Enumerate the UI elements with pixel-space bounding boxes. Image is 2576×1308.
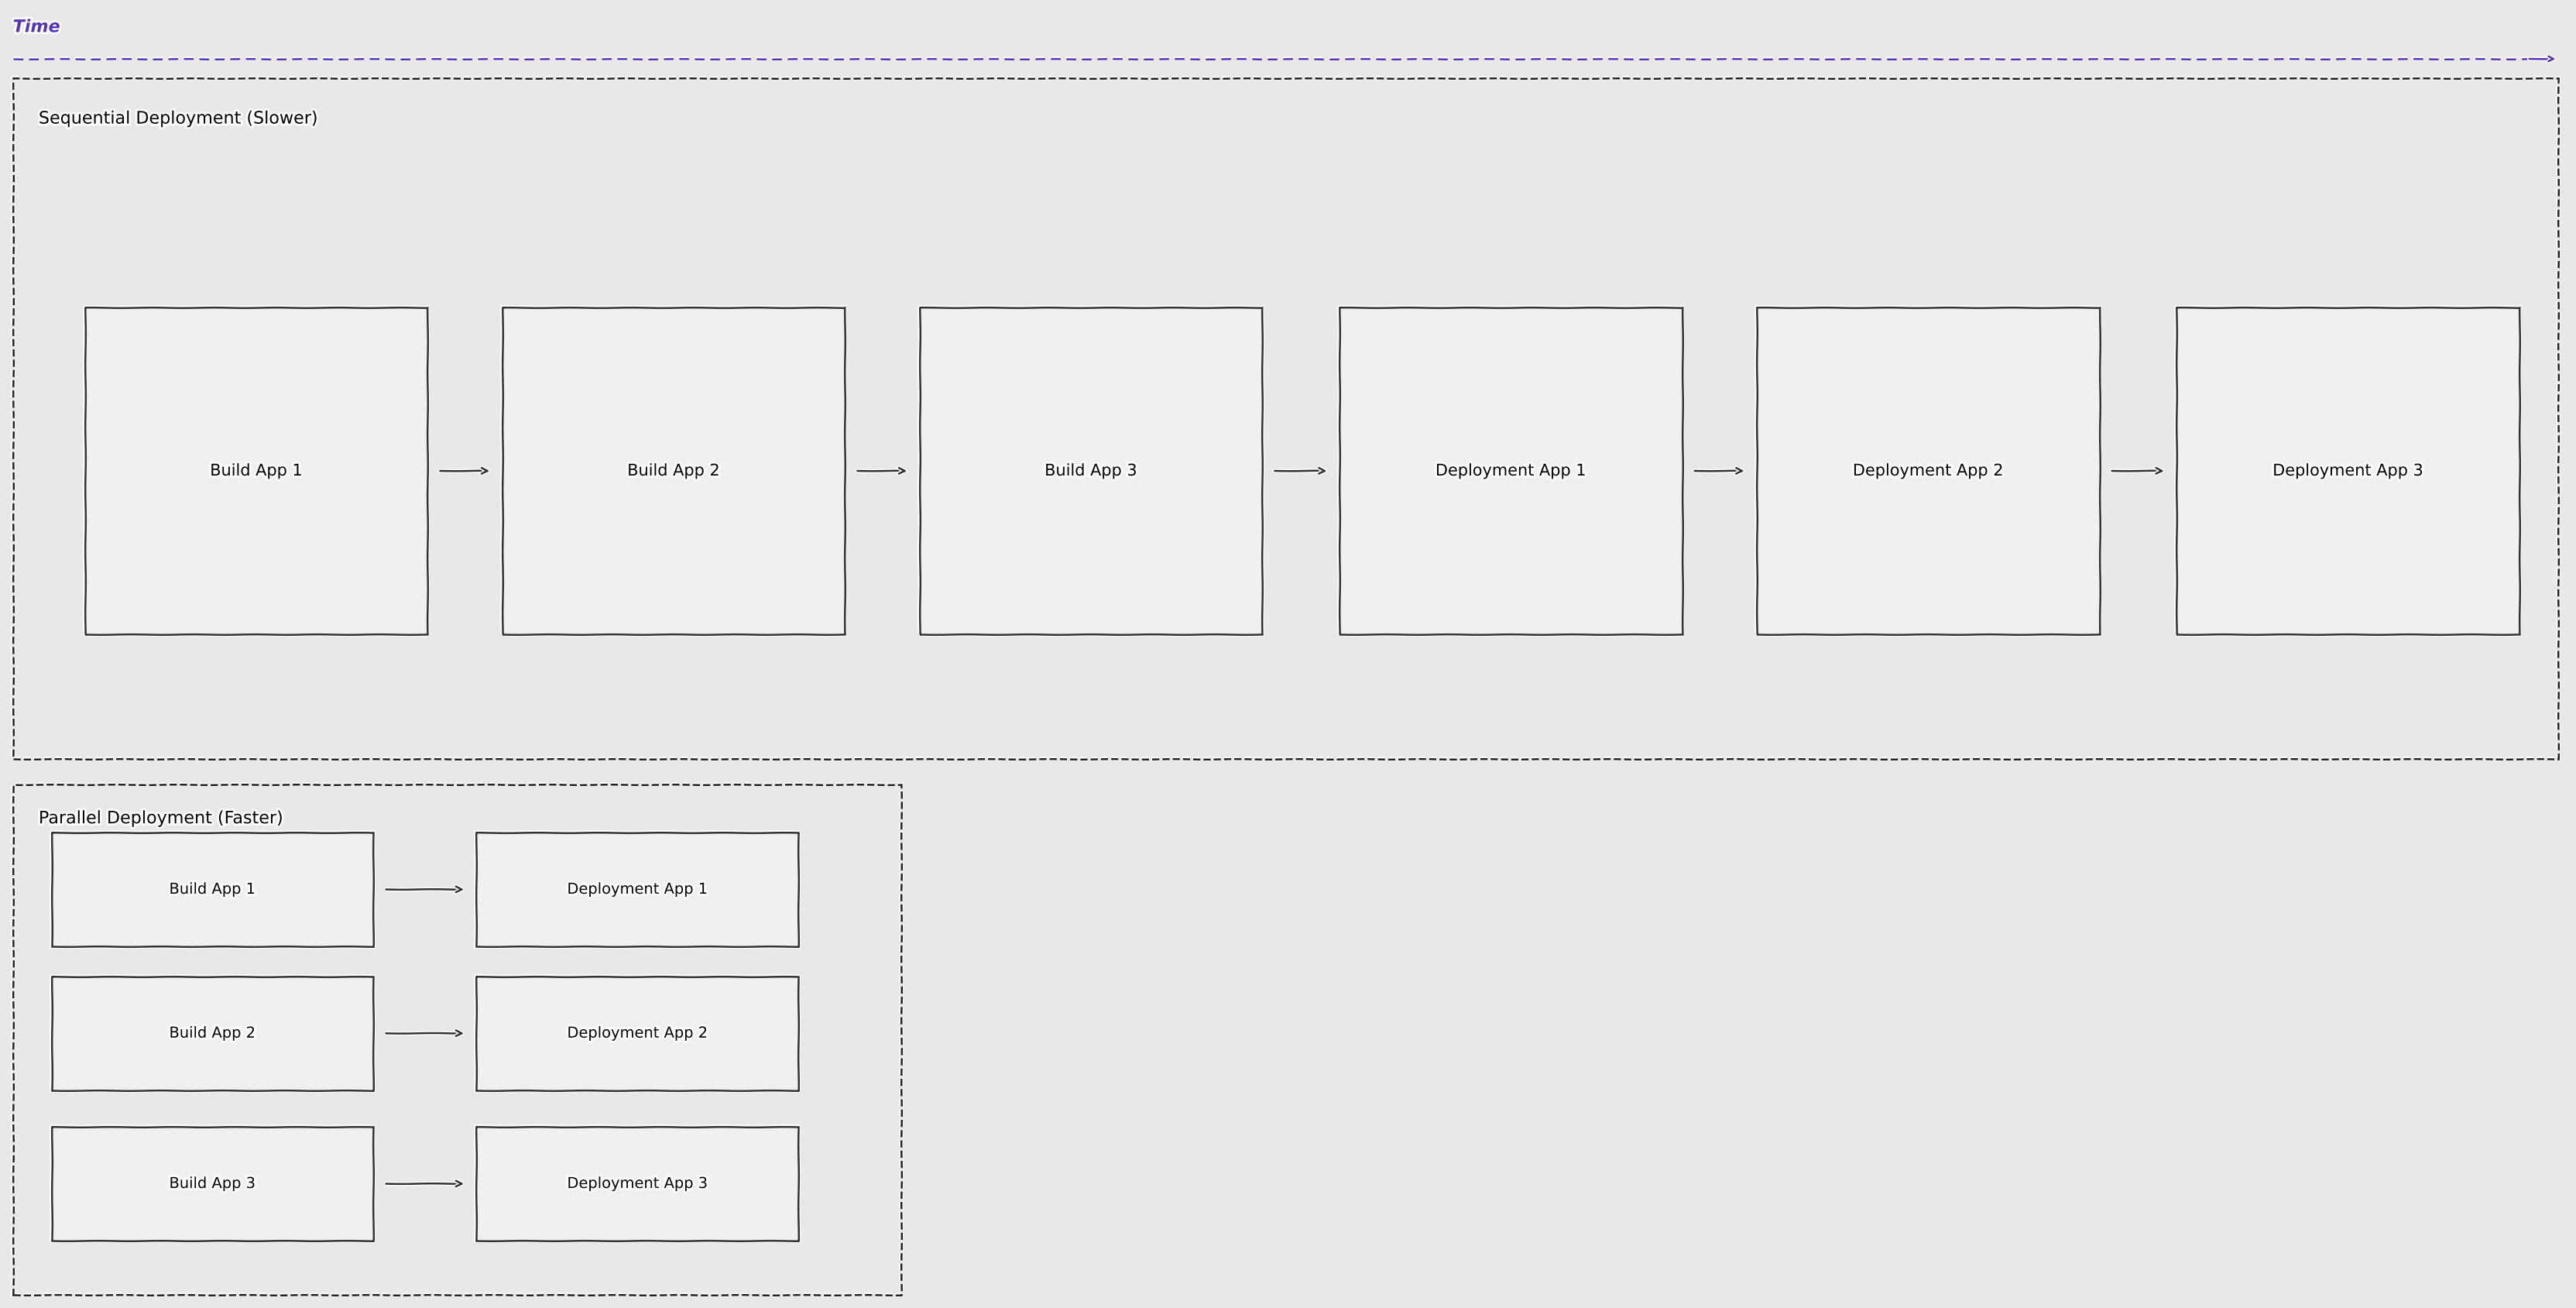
Text: Build App 2: Build App 2 <box>629 463 719 479</box>
Bar <box>52 832 374 947</box>
Bar <box>1340 307 1682 634</box>
Text: Build App 3: Build App 3 <box>170 1176 255 1192</box>
Text: Sequential Deployment (Slower): Sequential Deployment (Slower) <box>39 111 319 127</box>
Bar <box>1757 307 2099 634</box>
Text: Deployment App 1: Deployment App 1 <box>1435 463 1587 479</box>
Text: Build App 3: Build App 3 <box>1046 463 1136 479</box>
Bar <box>502 307 845 634</box>
Bar <box>52 1126 374 1240</box>
Text: Deployment App 3: Deployment App 3 <box>567 1176 708 1192</box>
Bar <box>52 976 374 1091</box>
Text: Deployment App 2: Deployment App 2 <box>1852 463 2004 479</box>
Bar <box>920 307 1262 634</box>
Bar <box>477 976 799 1091</box>
Text: Build App 1: Build App 1 <box>170 882 255 897</box>
Bar <box>477 1126 799 1240</box>
Text: Build App 2: Build App 2 <box>170 1025 255 1041</box>
Text: Build App 1: Build App 1 <box>211 463 301 479</box>
Text: Deployment App 1: Deployment App 1 <box>567 882 708 897</box>
Text: Time: Time <box>13 20 59 35</box>
Bar <box>2177 307 2519 634</box>
Bar <box>85 307 428 634</box>
Bar <box>13 78 2558 759</box>
Text: Parallel Deployment (Faster): Parallel Deployment (Faster) <box>39 811 283 827</box>
Bar <box>477 832 799 947</box>
Text: Deployment App 2: Deployment App 2 <box>567 1025 708 1041</box>
Text: Deployment App 3: Deployment App 3 <box>2272 463 2424 479</box>
Bar <box>13 785 902 1295</box>
